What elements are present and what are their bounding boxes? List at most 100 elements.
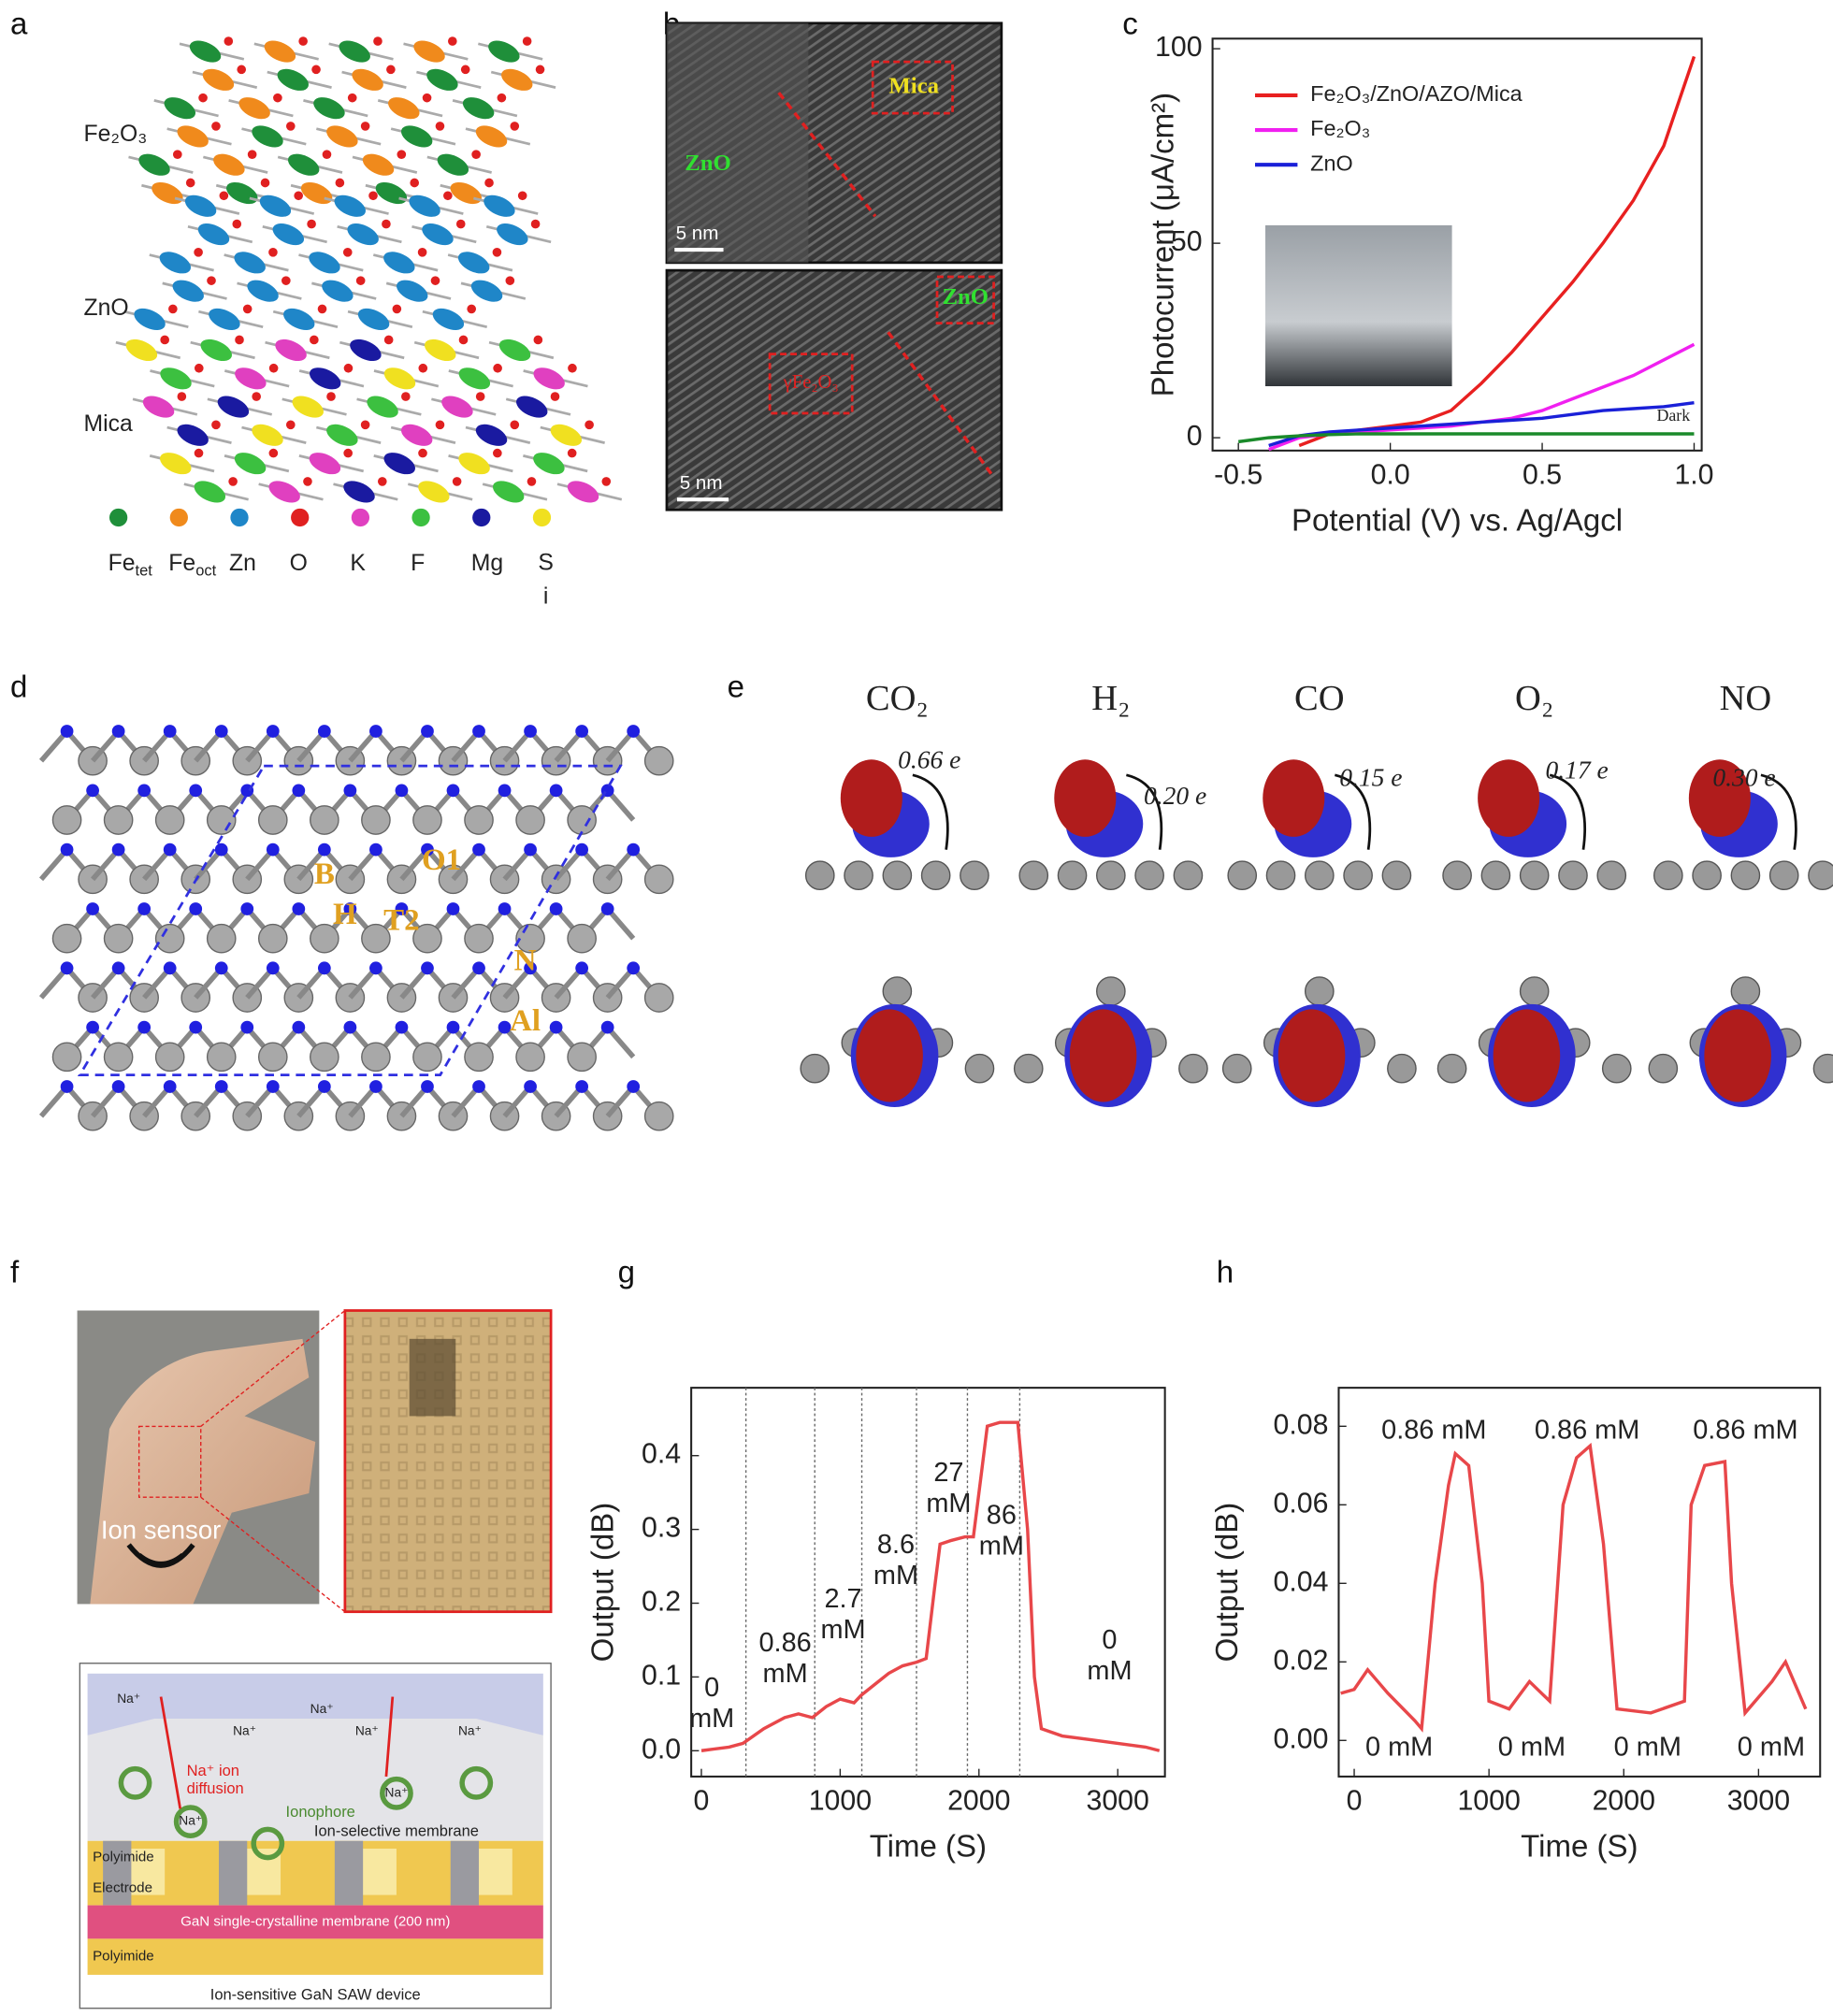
surface-atom (1480, 860, 1511, 891)
al-atom (103, 805, 134, 835)
x-tick-label: 0 (694, 1785, 710, 1816)
ion-label: Na⁺ (179, 1814, 202, 1828)
oxygen (322, 150, 332, 160)
y-tick-label: 0.08 (1274, 1409, 1329, 1440)
y-tick-label: 0.02 (1274, 1645, 1329, 1676)
n-atom (498, 784, 512, 798)
oxygen (285, 122, 296, 131)
n-atom (627, 961, 641, 975)
legend-label: Feoct (168, 551, 216, 580)
oxygen (568, 363, 577, 373)
tem-label: ZnO (943, 284, 989, 310)
annotation: 0 mM (1498, 1732, 1566, 1762)
bond (605, 1085, 636, 1118)
oxygen (194, 248, 203, 257)
n-atom (575, 961, 589, 975)
panel-label: a (10, 6, 28, 40)
oxygen (235, 335, 244, 345)
n-atom (600, 1020, 614, 1034)
bond (348, 966, 378, 1000)
legend-label-base: O (290, 551, 308, 576)
atom (247, 280, 279, 302)
legend-label-base: Fe (108, 551, 136, 576)
atom (432, 308, 465, 330)
n-atom (292, 1020, 306, 1034)
atom (475, 125, 508, 148)
density-red (1277, 1009, 1346, 1102)
bond (296, 729, 326, 763)
atom (252, 125, 283, 148)
oxygen (522, 36, 532, 46)
molecule-label: H₂ (1091, 679, 1130, 718)
density-red (856, 1009, 923, 1102)
bond (502, 729, 533, 763)
annotation: mM (1087, 1656, 1132, 1686)
surface-atom (1381, 860, 1412, 891)
x-tick-label: 3000 (1087, 1785, 1149, 1816)
n-atom (137, 1020, 152, 1034)
n-atom (472, 842, 485, 857)
atom (488, 40, 520, 63)
n-atom (137, 902, 152, 915)
oxygen (260, 178, 270, 188)
n-atom (343, 784, 357, 798)
oxygen (268, 448, 279, 458)
tem-label: γFe₂O₃ (783, 372, 839, 393)
atom (357, 308, 390, 330)
atom (252, 424, 283, 446)
bond (38, 1085, 69, 1118)
n-atom (266, 842, 280, 857)
al-atom (643, 983, 674, 1013)
n-atom (369, 961, 382, 975)
y-axis-label: Output (dB) (585, 1503, 620, 1663)
n-atom (163, 842, 177, 857)
n-atom (395, 1020, 409, 1034)
lattice (38, 725, 674, 1131)
oxygen (467, 304, 476, 314)
surface-atom (1648, 1053, 1679, 1084)
n-atom (292, 902, 306, 915)
atom (426, 68, 458, 91)
zoom-line (200, 1496, 346, 1613)
surface-atom (1812, 1053, 1833, 1084)
surface-atom (1096, 976, 1126, 1006)
atom (375, 181, 408, 205)
surface-atom (1730, 976, 1761, 1006)
atom (413, 40, 445, 63)
oxygen (392, 304, 402, 314)
bond (91, 847, 121, 882)
bond (399, 729, 430, 763)
atom (388, 97, 420, 120)
oxygen (168, 304, 178, 314)
n-atom (60, 961, 74, 975)
panel-label: g (618, 1255, 635, 1289)
atom (470, 280, 503, 302)
surface-atom (1265, 860, 1296, 891)
site-label: Al (510, 1004, 541, 1038)
n-atom (111, 1080, 125, 1093)
n-atom (627, 725, 641, 738)
ion-label: Na⁺ (117, 1692, 140, 1706)
ionophore (459, 1765, 494, 1800)
oxygen (484, 178, 494, 188)
oxygen (386, 65, 396, 75)
atom (334, 194, 366, 217)
surface-atom (1178, 1053, 1208, 1084)
annotation: 2.7 (824, 1584, 861, 1614)
surface-atom (1519, 860, 1550, 891)
legend-label: Zn (229, 551, 256, 576)
x-tick-label: 1000 (809, 1785, 872, 1816)
site-label: H (333, 898, 357, 931)
atom (458, 453, 490, 475)
n-atom (214, 961, 228, 975)
n-atom (60, 1080, 74, 1093)
ion-label: Na⁺ (458, 1723, 482, 1737)
oxygen (530, 219, 541, 229)
al-atom (154, 805, 185, 835)
ion-label: Na⁺ (385, 1785, 409, 1799)
atom (200, 338, 232, 362)
oxygen (435, 420, 445, 430)
annotation: 8.6 (877, 1530, 915, 1560)
oxygen (268, 248, 278, 257)
bond (142, 1085, 172, 1118)
